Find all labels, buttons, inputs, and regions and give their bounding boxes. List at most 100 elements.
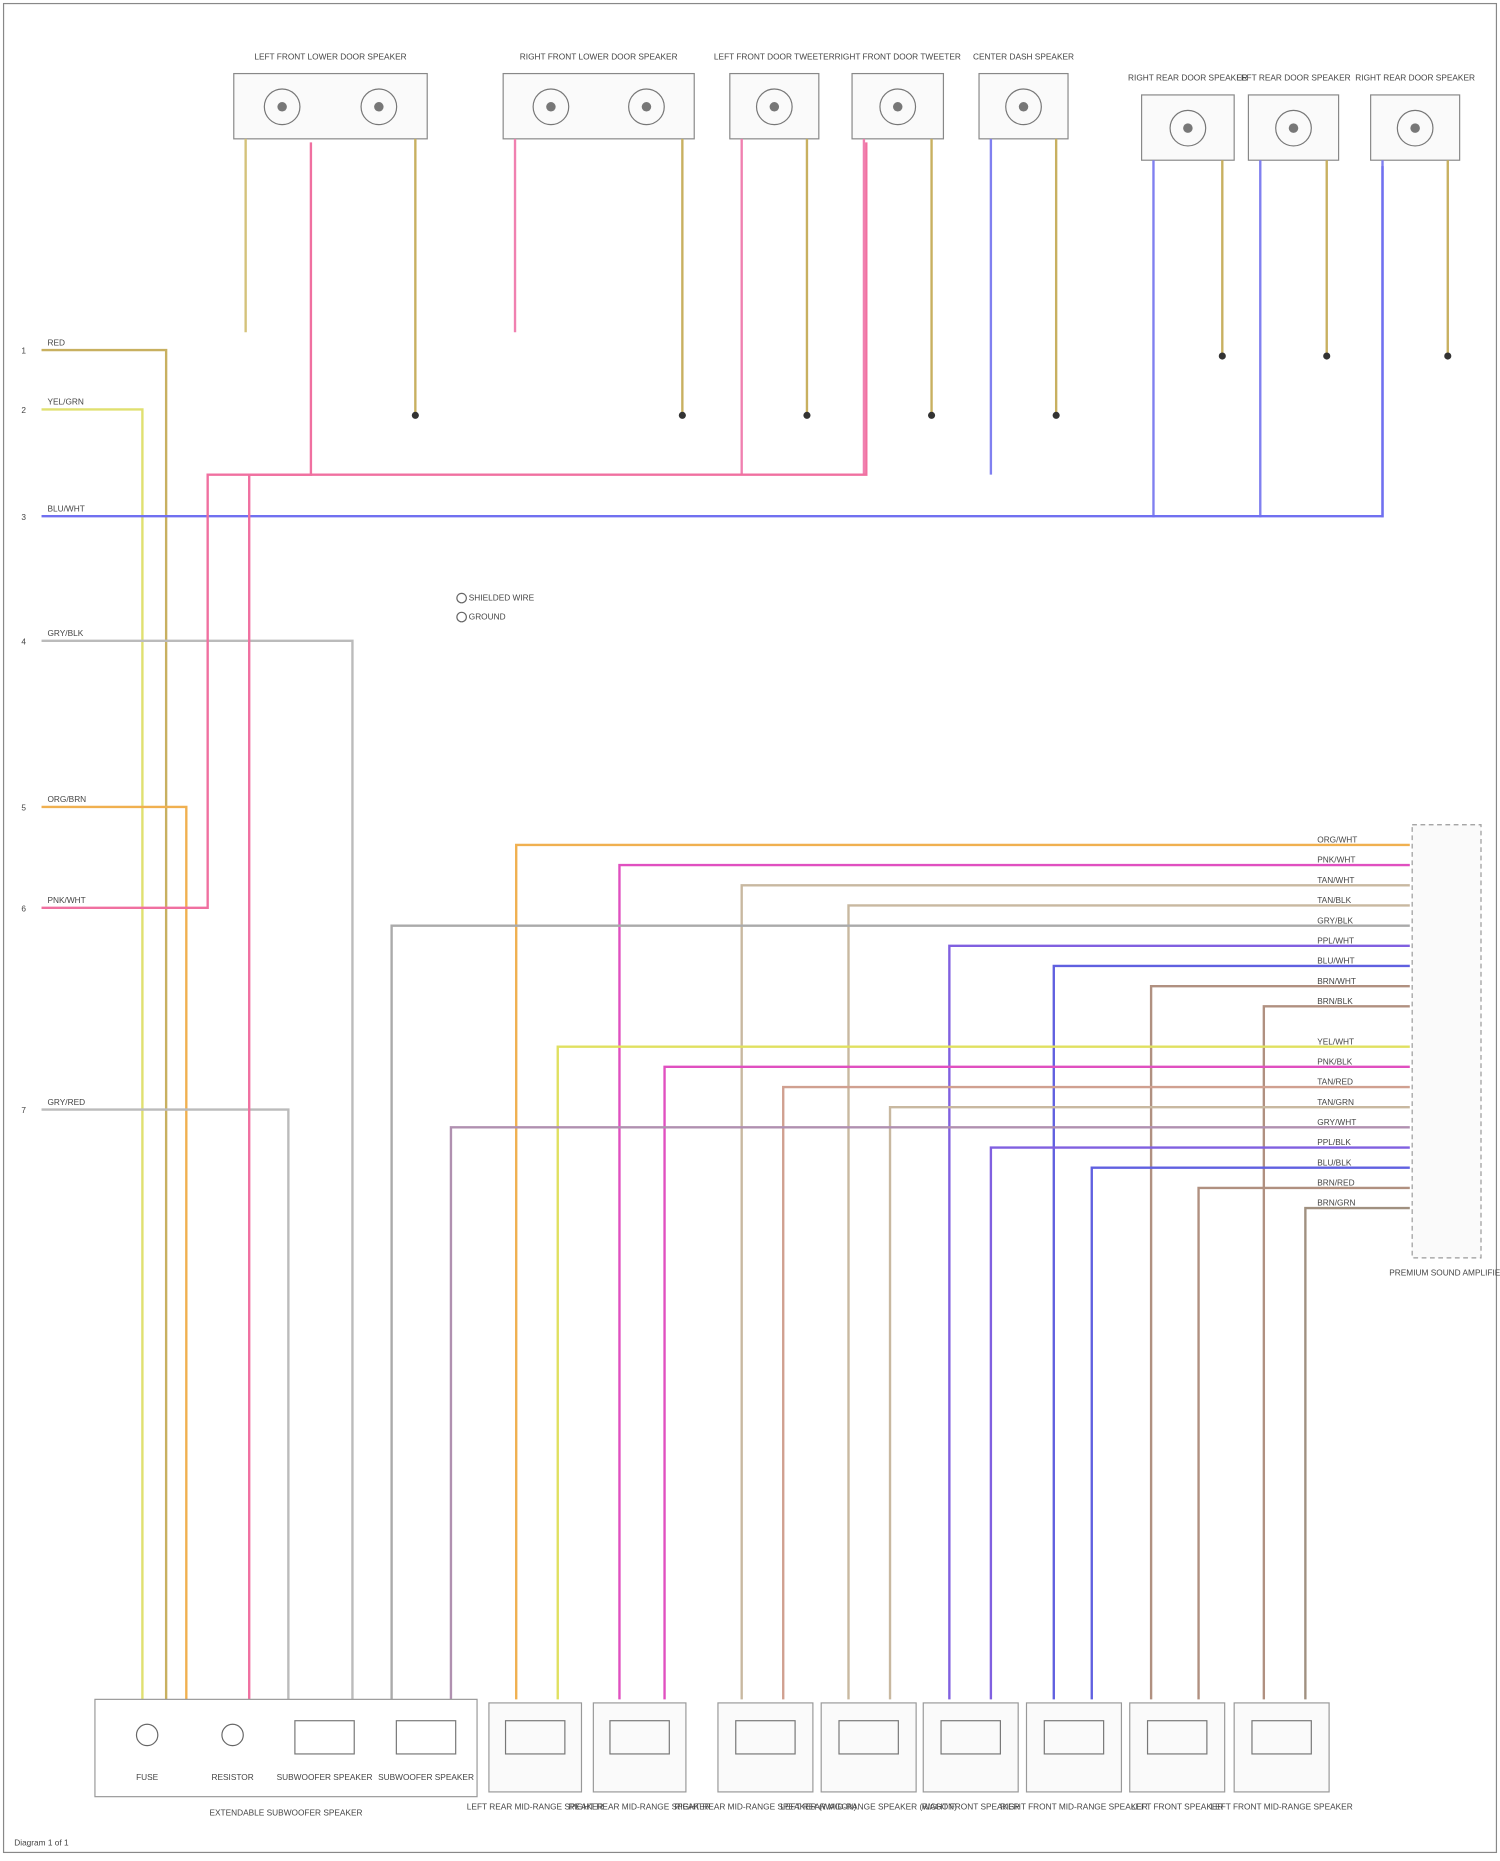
pin-number: 7	[21, 1105, 26, 1115]
ground-point	[1444, 352, 1452, 360]
speaker-cone	[360, 88, 398, 126]
wire-label: BRN/WHT	[1317, 976, 1356, 986]
speaker-cone	[628, 88, 665, 126]
note: GROUND	[469, 611, 506, 621]
component-label: LEFT REAR MID-RANGE SPEAKER (WAGON)	[780, 1802, 957, 1812]
component-label: SUBWOOFER SPEAKER	[378, 1772, 474, 1782]
speaker-center	[1288, 123, 1299, 133]
amplifier	[1411, 824, 1482, 1259]
wire-label: PNK/WHT	[1317, 855, 1355, 865]
speaker-icon	[940, 1720, 1001, 1755]
pin-number: 3	[21, 512, 26, 522]
wire	[1304, 1206, 1410, 1700]
speaker-icon	[1251, 1720, 1312, 1755]
component-label: LEFT FRONT DOOR TWEETER	[714, 51, 835, 61]
wire-label: YEL/GRN	[47, 397, 83, 407]
wire-label: GRY/WHT	[1317, 1117, 1356, 1127]
speaker-box	[233, 72, 428, 140]
component-label: CENTER DASH SPEAKER	[973, 51, 1074, 61]
speaker-icon	[735, 1720, 796, 1755]
wire-label: BRN/BLK	[1317, 996, 1353, 1006]
speaker-center	[277, 102, 287, 112]
speaker-cone	[263, 88, 301, 126]
speaker-cone	[879, 88, 917, 126]
ground-point	[927, 411, 936, 419]
wire	[390, 924, 1410, 1700]
component-label: RIGHT FRONT LOWER DOOR SPEAKER	[520, 51, 678, 61]
wire	[41, 1108, 290, 1700]
speaker-cone	[1396, 109, 1434, 147]
speaker-cone	[1169, 109, 1207, 147]
ground-point	[1052, 411, 1060, 419]
wire	[782, 1085, 1410, 1700]
wire-label: YEL/WHT	[1317, 1036, 1354, 1046]
wire	[41, 142, 868, 910]
component-label: RIGHT REAR MID-RANGE SPEAKER	[568, 1802, 710, 1812]
note: SHIELDED WIRE	[469, 592, 535, 602]
wire	[1052, 964, 1410, 1700]
component-label: LEFT REAR DOOR SPEAKER	[1236, 73, 1350, 83]
speaker-box	[1025, 1702, 1123, 1793]
wire	[1262, 1005, 1410, 1700]
speaker-center	[374, 102, 384, 112]
speaker-box	[922, 1702, 1019, 1793]
component-label: RIGHT REAR MID-RANGE SPEAKER (WAGON)	[674, 1802, 856, 1812]
wire	[41, 408, 144, 1700]
speaker-box	[592, 1702, 687, 1793]
wire-label: BLU/WHT	[1317, 956, 1354, 966]
wire-label: PPL/WHT	[1317, 935, 1354, 945]
wire	[1090, 1166, 1410, 1700]
wire	[41, 348, 168, 1700]
pin-number: 1	[21, 346, 26, 356]
wire-label: BRN/GRN	[1317, 1198, 1355, 1208]
pin-number: 5	[21, 803, 26, 813]
wire-label: GRY/BLK	[47, 628, 83, 638]
speaker-box	[717, 1702, 814, 1793]
wire-label: TAN/GRN	[1317, 1097, 1354, 1107]
component-label: LEFT REAR MID-RANGE SPEAKER	[467, 1802, 604, 1812]
wire	[740, 884, 1410, 1700]
speaker-box	[820, 1702, 917, 1793]
wire	[888, 1106, 1410, 1700]
wire-label: ORG/BRN	[47, 794, 86, 804]
wire-label: TAN/RED	[1317, 1077, 1353, 1087]
ground-point	[678, 411, 686, 419]
wire	[248, 142, 313, 1700]
wire	[556, 1045, 1410, 1700]
component-label: RESISTOR	[211, 1772, 253, 1782]
component-label: LEFT FRONT SPEAKER	[1131, 1802, 1223, 1812]
wire	[449, 1126, 1410, 1700]
component-icon	[221, 1723, 244, 1747]
wire	[41, 639, 354, 1700]
wire-label: BLU/WHT	[47, 503, 84, 513]
component-label: RIGHT REAR DOOR SPEAKER	[1355, 73, 1475, 83]
ground-point	[1323, 352, 1331, 360]
speaker-center	[546, 102, 556, 112]
wire-label: PNK/BLK	[1317, 1056, 1353, 1066]
amplifier-label: PREMIUM SOUND AMPLIFIER	[1389, 1268, 1500, 1278]
wire	[663, 1065, 1410, 1700]
note-icon	[456, 611, 467, 623]
wire-label: GRY/RED	[47, 1097, 85, 1107]
wire-label: GRY/BLK	[1317, 915, 1353, 925]
wire-label: ORG/WHT	[1317, 835, 1357, 845]
wire	[41, 166, 1384, 518]
component-label: RIGHT FRONT SPEAKER	[922, 1802, 1020, 1812]
speaker-box	[488, 1702, 583, 1793]
speaker-box	[1233, 1702, 1330, 1793]
speaker-box	[502, 72, 695, 140]
wire	[1197, 1186, 1410, 1700]
speaker-icon	[504, 1720, 566, 1755]
wire-label: BLU/BLK	[1317, 1157, 1352, 1167]
wire	[618, 863, 1410, 1700]
wire-label: RED	[47, 337, 65, 347]
speaker-icon	[838, 1720, 899, 1755]
speaker-center	[641, 102, 652, 112]
speaker-center	[1018, 102, 1029, 112]
speaker-cone	[1005, 88, 1042, 126]
speaker-icon	[1043, 1720, 1105, 1755]
component-label: RIGHT FRONT DOOR TWEETER	[835, 51, 961, 61]
component-group	[94, 1698, 478, 1798]
group-label: EXTENDABLE SUBWOOFER SPEAKER	[209, 1808, 362, 1818]
